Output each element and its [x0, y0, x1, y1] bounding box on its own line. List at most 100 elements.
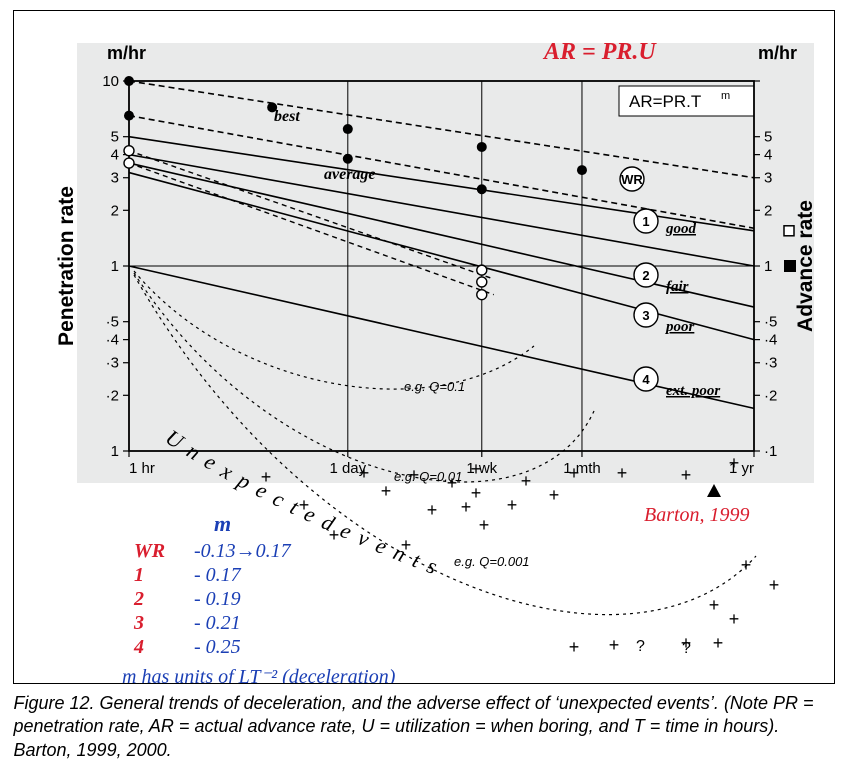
figure-frame: m/hrm/hrAR = PR.UAR=PR.Tm105544332211·5·… [13, 10, 835, 684]
ytick-right: ·1 [764, 443, 777, 460]
ytick-left: 1 [110, 258, 118, 275]
ytick-left: 5 [110, 129, 118, 146]
y-right-label: Advance rate [794, 200, 817, 332]
ytick-left: ·2 [105, 387, 118, 404]
chart-svg: m/hrm/hrAR = PR.UAR=PR.Tm105544332211·5·… [14, 11, 834, 683]
scatter-plus: + [568, 463, 579, 483]
point-solid [124, 76, 134, 86]
marker-text: 2 [642, 268, 649, 283]
scatter-plus: + [708, 595, 719, 615]
marker-text: 3 [642, 308, 649, 323]
scatter-plus: + [740, 555, 751, 575]
legend-val: - 0.25 [194, 636, 241, 658]
legend-key: 1 [134, 564, 144, 586]
ytick-left: ·3 [105, 355, 118, 372]
ytick-right: 4 [764, 147, 772, 164]
scatter-plus: + [608, 635, 619, 655]
point-solid [124, 111, 134, 121]
marker-text: WR [621, 172, 643, 187]
point-solid [576, 165, 586, 175]
ytick-right: 2 [764, 202, 772, 219]
left-unit: m/hr [107, 43, 146, 63]
ytick-right: 3 [764, 170, 772, 187]
legend-val: - 0.17 [194, 564, 242, 586]
legend-footer: m has units of LT⁻² (deceleration) [122, 666, 396, 683]
scatter-plus: + [680, 465, 691, 485]
scatter-plus: + [728, 453, 739, 473]
scatter-plus: + [616, 463, 627, 483]
question-mark: ? [636, 638, 645, 655]
scatter-plus: + [446, 473, 457, 493]
ytick-right: ·5 [764, 314, 777, 331]
scatter-plus: + [728, 609, 739, 629]
scatter-plus: + [260, 467, 271, 487]
point-solid [267, 102, 277, 112]
marker-text: 1 [642, 214, 649, 229]
scatter-plus: + [520, 471, 531, 491]
scatter-plus: + [506, 495, 517, 515]
q-label: e.g. Q=0.001 [454, 554, 530, 569]
scatter-plus: + [328, 525, 339, 545]
formula-box-sup: m [721, 90, 730, 102]
ytick-left: ·5 [105, 314, 118, 331]
figure-caption: Figure 12. General trends of deceleratio… [14, 692, 834, 762]
scatter-plus: + [426, 500, 437, 520]
trend-label: best [274, 108, 300, 125]
scatter-plus: + [358, 463, 369, 483]
scatter-plus: + [478, 515, 489, 535]
scatter-plus: + [460, 497, 471, 517]
quality-label: good [665, 221, 697, 237]
trend-label: average [324, 166, 376, 183]
legend-header-m: m [214, 511, 231, 536]
scatter-plus: + [400, 535, 411, 555]
point-open [476, 265, 486, 275]
ytick-left: ·4 [105, 332, 118, 349]
legend-key: 4 [133, 636, 144, 658]
ytick-left: 10 [102, 73, 119, 90]
point-solid [342, 154, 352, 164]
legend-val: -0.13→0.17 [194, 540, 292, 562]
ytick-right: ·2 [764, 387, 777, 404]
ytick-right: ·3 [764, 355, 777, 372]
point-open [476, 277, 486, 287]
formula-box-text: AR=PR.T [629, 92, 701, 111]
triangle-marker [707, 484, 721, 497]
scatter-plus: + [568, 637, 579, 657]
quality-label: ext. poor [666, 383, 720, 399]
point-open [476, 290, 486, 300]
scatter-plus: + [548, 485, 559, 505]
ytick-left: 2 [110, 202, 118, 219]
legend-key: 2 [133, 588, 144, 610]
marker-text: 4 [642, 372, 650, 387]
ytick-right: 1 [764, 258, 772, 275]
scatter-plus: + [298, 495, 309, 515]
scatter-plus: + [768, 575, 779, 595]
citation: Barton, 1999 [644, 504, 750, 526]
xtick: 1 hr [129, 460, 155, 477]
ytick-left: 4 [110, 147, 118, 164]
scatter-plus: + [712, 633, 723, 653]
formula-red: AR = PR.U [542, 39, 657, 65]
point-solid [476, 184, 486, 194]
point-open [124, 146, 134, 156]
legend-val: - 0.19 [194, 588, 241, 610]
scatter-plus: + [470, 483, 481, 503]
ytick-right: ·4 [764, 332, 777, 349]
question-mark: ? [682, 640, 691, 657]
ytick-left: 3 [110, 170, 118, 187]
right-filled-square [784, 260, 796, 272]
ytick-right: 5 [764, 129, 772, 146]
scatter-plus: + [380, 481, 391, 501]
point-solid [476, 142, 486, 152]
right-open-square [784, 226, 794, 236]
legend-val: - 0.21 [194, 612, 241, 634]
quality-label: poor [664, 319, 695, 335]
ytick-left: 1 [110, 443, 118, 460]
q-label: e.g. Q=0.1 [404, 379, 465, 394]
scatter-plus: + [470, 459, 481, 479]
legend-key: WR [134, 540, 165, 562]
point-open [124, 158, 134, 168]
scatter-plus: + [408, 465, 419, 485]
right-unit: m/hr [758, 43, 797, 63]
legend-key: 3 [133, 612, 144, 634]
